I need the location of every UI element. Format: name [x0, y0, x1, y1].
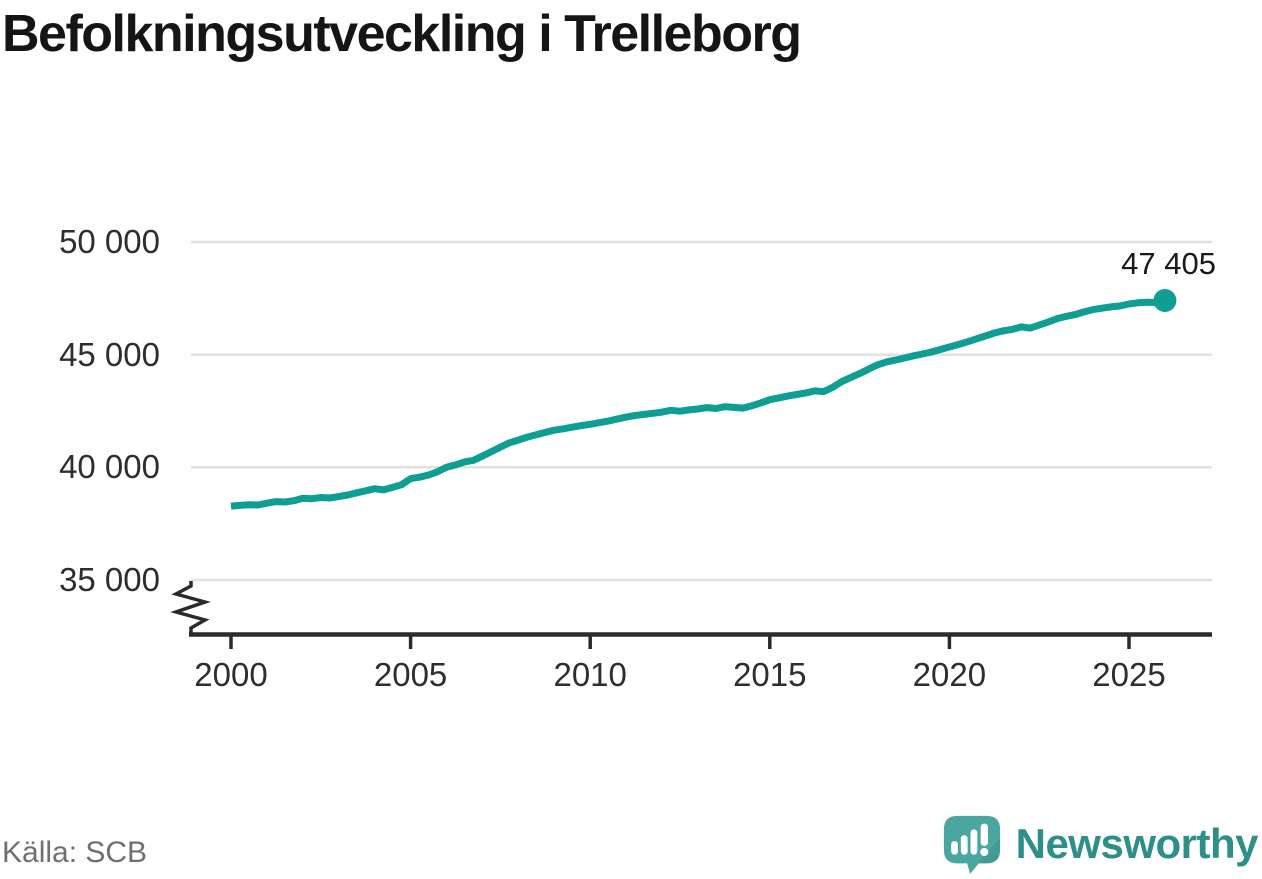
- y-axis-break-icon: [170, 581, 211, 636]
- logo-bar-small: [950, 841, 958, 855]
- x-tick-label: 2015: [733, 656, 807, 693]
- y-tick-label: 45 000: [59, 335, 160, 373]
- logo-exclamation-bar: [980, 823, 988, 846]
- last-value-label: 47 405: [1121, 246, 1216, 281]
- logo-bar-tall: [970, 829, 977, 855]
- chart-title: Befolkningsutveckling i Trelleborg: [2, 5, 802, 63]
- newsworthy-wordmark: Newsworthy: [1015, 820, 1259, 867]
- logo-bubble-shade: [977, 838, 1000, 864]
- logo-bar-medium: [960, 835, 968, 855]
- x-tick-label: 2025: [1092, 656, 1166, 693]
- y-tick-label: 50 000: [59, 223, 160, 260]
- x-tick-label: 2010: [553, 656, 627, 693]
- x-tick-label: 2000: [194, 656, 268, 693]
- logo-exclamation-dot: [979, 847, 988, 857]
- population-line-series: [230, 297, 1166, 510]
- y-tick-label: 35 000: [59, 560, 160, 598]
- y-tick-label: 40 000: [59, 448, 160, 486]
- source-caption: Källa: SCB: [2, 836, 148, 869]
- newsworthy-logo: Newsworthy: [941, 812, 1259, 876]
- x-tick-label: 2020: [912, 656, 987, 693]
- last-point-marker: [1153, 289, 1177, 312]
- x-tick-label: 2005: [373, 656, 448, 693]
- newsworthy-logo-icon: [943, 815, 1000, 875]
